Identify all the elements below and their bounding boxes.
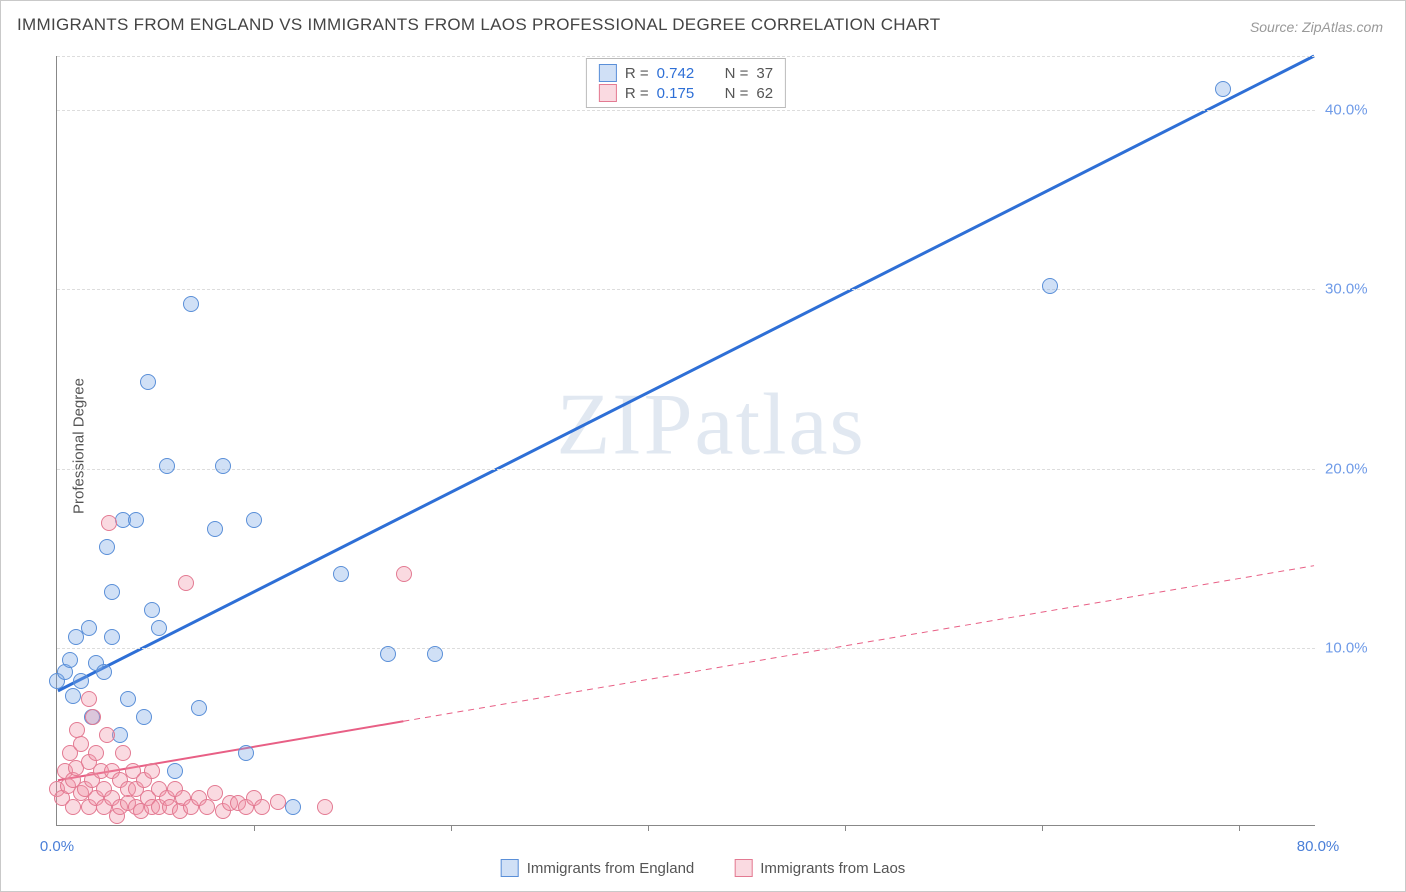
data-point — [270, 794, 286, 810]
data-point — [151, 620, 167, 636]
legend-series-item: Immigrants from Laos — [734, 859, 905, 877]
data-point — [69, 722, 85, 738]
data-point — [81, 691, 97, 707]
data-point — [396, 566, 412, 582]
data-point — [167, 763, 183, 779]
x-tick-mark — [1042, 825, 1043, 831]
data-point — [254, 799, 270, 815]
gridline — [57, 469, 1315, 470]
data-point — [427, 646, 443, 662]
legend-series-label: Immigrants from Laos — [760, 860, 905, 877]
data-point — [99, 727, 115, 743]
n-value: 37 — [756, 65, 773, 82]
data-point — [85, 709, 101, 725]
data-point — [1042, 278, 1058, 294]
legend-swatch — [599, 84, 617, 102]
plot-area: ZIPatlas R =0.742N =37R =0.175N =62 10.0… — [56, 56, 1315, 826]
data-point — [207, 521, 223, 537]
r-label: R = — [625, 65, 649, 82]
trend-lines-svg — [57, 56, 1315, 825]
gridline — [57, 289, 1315, 290]
data-point — [317, 799, 333, 815]
y-tick-label: 10.0% — [1325, 640, 1383, 657]
x-tick-mark — [648, 825, 649, 831]
r-value: 0.175 — [657, 85, 709, 102]
legend-swatch — [734, 859, 752, 877]
data-point — [191, 700, 207, 716]
data-point — [144, 763, 160, 779]
legend-swatch — [599, 64, 617, 82]
chart-container: IMMIGRANTS FROM ENGLAND VS IMMIGRANTS FR… — [0, 0, 1406, 892]
n-label: N = — [725, 65, 749, 82]
y-tick-label: 30.0% — [1325, 281, 1383, 298]
data-point — [140, 374, 156, 390]
chart-title: IMMIGRANTS FROM ENGLAND VS IMMIGRANTS FR… — [17, 15, 940, 35]
r-value: 0.742 — [657, 65, 709, 82]
data-point — [104, 584, 120, 600]
data-point — [115, 745, 131, 761]
x-tick-mark — [254, 825, 255, 831]
data-point — [81, 620, 97, 636]
data-point — [88, 745, 104, 761]
data-point — [199, 799, 215, 815]
data-point — [333, 566, 349, 582]
gridline — [57, 648, 1315, 649]
n-value: 62 — [756, 85, 773, 102]
data-point — [159, 458, 175, 474]
source-label: Source: ZipAtlas.com — [1250, 19, 1383, 35]
data-point — [285, 799, 301, 815]
x-tick-mark — [845, 825, 846, 831]
data-point — [183, 296, 199, 312]
data-point — [128, 512, 144, 528]
n-label: N = — [725, 85, 749, 102]
data-point — [136, 709, 152, 725]
gridline — [57, 56, 1315, 57]
data-point — [178, 575, 194, 591]
x-tick-mark — [451, 825, 452, 831]
trend-line — [58, 56, 1314, 691]
x-tick-label: 0.0% — [40, 838, 74, 855]
x-tick-label: 80.0% — [1297, 838, 1340, 855]
data-point — [215, 458, 231, 474]
r-label: R = — [625, 85, 649, 102]
y-tick-label: 20.0% — [1325, 460, 1383, 477]
watermark-text: ZIPatlas — [557, 375, 866, 476]
data-point — [96, 664, 112, 680]
data-point — [101, 515, 117, 531]
legend-series-label: Immigrants from England — [527, 860, 695, 877]
legend-series: Immigrants from England Immigrants from L… — [501, 859, 906, 877]
legend-correlation: R = 0.742 N = 37 R = 0.175 N = 62 — [586, 58, 786, 108]
data-point — [65, 688, 81, 704]
data-point — [62, 652, 78, 668]
data-point — [207, 785, 223, 801]
data-point — [73, 736, 89, 752]
legend-correlation-row: R = 0.742 N = 37 — [599, 63, 773, 83]
data-point — [380, 646, 396, 662]
x-tick-mark — [1239, 825, 1240, 831]
legend-swatch — [501, 859, 519, 877]
data-point — [238, 745, 254, 761]
trend-line-dashed — [403, 566, 1314, 722]
data-point — [144, 602, 160, 618]
gridline — [57, 110, 1315, 111]
data-point — [65, 799, 81, 815]
data-point — [73, 673, 89, 689]
data-point — [1215, 81, 1231, 97]
legend-series-item: Immigrants from England — [501, 859, 695, 877]
data-point — [104, 629, 120, 645]
y-tick-label: 40.0% — [1325, 101, 1383, 118]
data-point — [120, 691, 136, 707]
legend-correlation-row: R = 0.175 N = 62 — [599, 83, 773, 103]
data-point — [246, 512, 262, 528]
data-point — [99, 539, 115, 555]
